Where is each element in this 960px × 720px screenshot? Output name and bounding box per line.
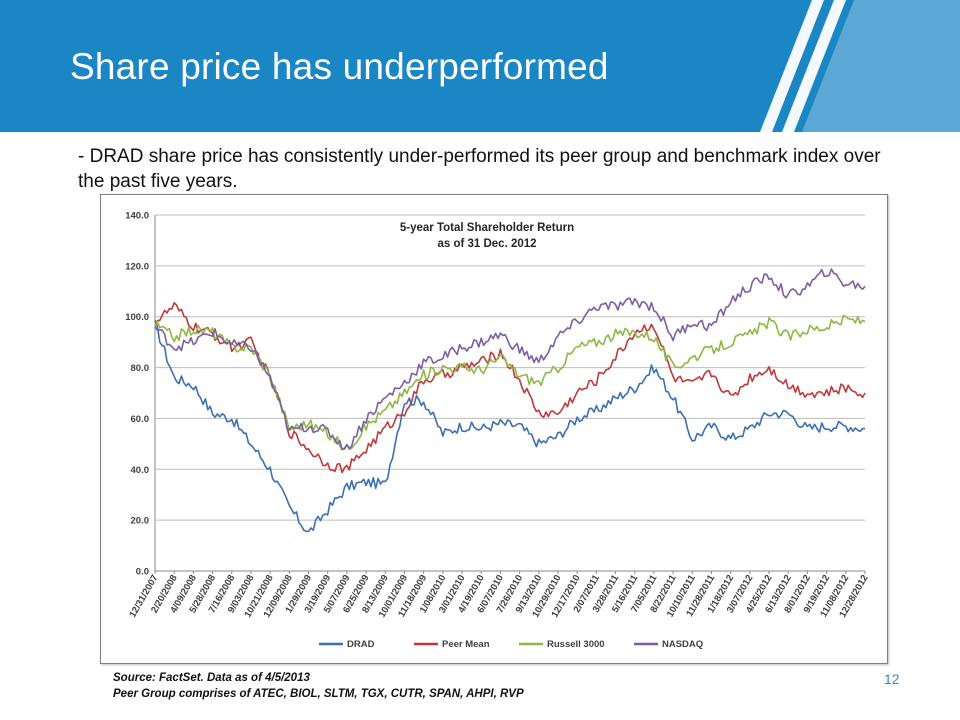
source-note: Source: FactSet. Data as of 4/5/2013 <box>113 672 310 684</box>
y-tick-label: 80.0 <box>131 363 150 374</box>
series-line-nasdaq <box>154 268 866 451</box>
y-tick-label: 40.0 <box>131 465 150 476</box>
legend-label-russell-3000: Russell 3000 <box>547 639 605 650</box>
bullet-text: - DRAD share price has consistently unde… <box>78 146 881 192</box>
title-banner: Share price has underperformed <box>0 0 960 132</box>
series-line-russell-3000 <box>154 314 866 451</box>
peer-group-note: Peer Group comprises of ATEC, BIOL, SLTM… <box>113 688 524 700</box>
page-number: 12 <box>884 671 900 687</box>
chart-frame: 0.0 20.0 40.0 60.0 80.0 100.0 120.0 140.0 12/31/… <box>100 194 888 664</box>
decorative-stripes <box>760 0 960 132</box>
y-tick-label: 20.0 <box>131 516 150 527</box>
legend-label-peer-mean: Peer Mean <box>442 639 490 650</box>
chart-title-line: as of 31 Dec. 2012 <box>437 238 536 250</box>
legend-label-nasdaq: NASDAQ <box>662 639 703 650</box>
tsr-line-chart: 0.020.040.060.080.0100.0120.0140.012/31/… <box>125 211 870 651</box>
legend-label-drad: DRAD <box>347 639 375 650</box>
y-tick-label: 100.0 <box>125 312 149 323</box>
y-tick-label: 60.0 <box>131 414 150 425</box>
y-tick-label: 120.0 <box>125 261 149 272</box>
y-tick-label: 0.0 <box>136 567 149 578</box>
y-tick-label: 140.0 <box>125 211 149 222</box>
page-title: Share price has underperformed <box>70 46 609 87</box>
series-line-drad <box>154 319 865 533</box>
chart-title-line: 5-year Total Shareholder Return <box>400 222 574 234</box>
